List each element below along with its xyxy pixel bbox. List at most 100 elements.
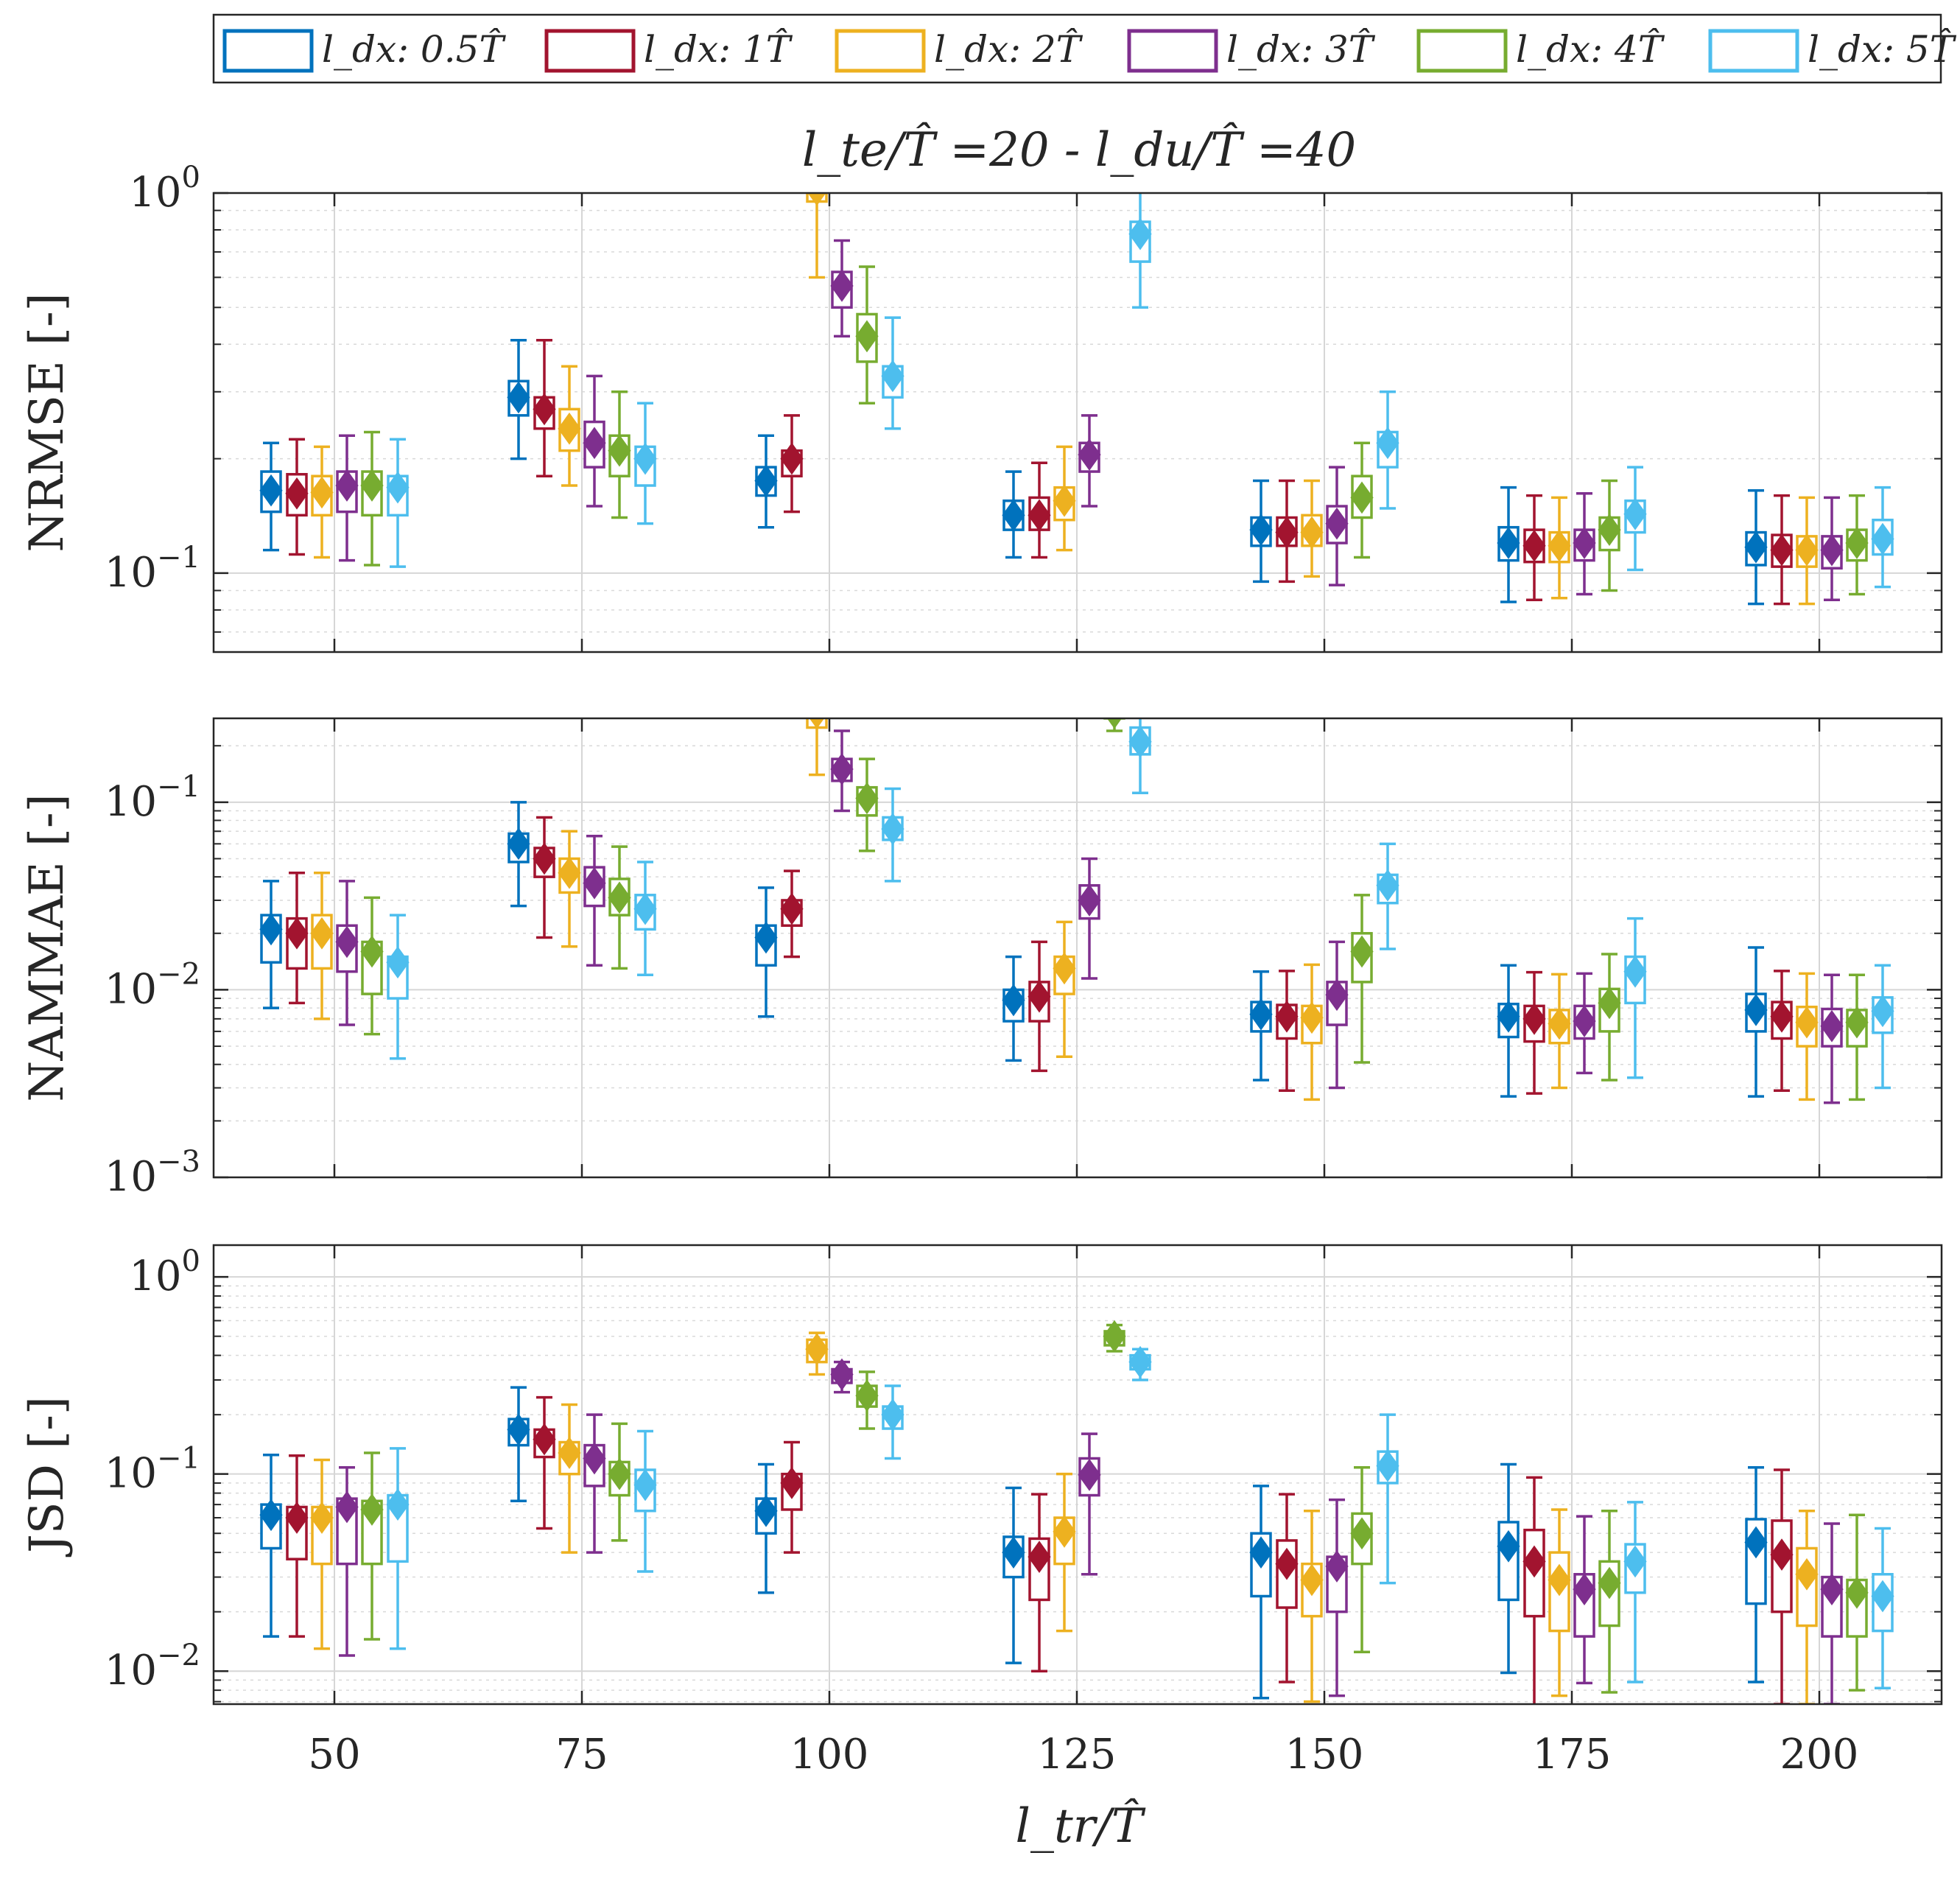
box-0-3 — [1002, 955, 1025, 1062]
box-0-5 — [1497, 964, 1520, 1098]
box-4-4 — [1350, 441, 1374, 559]
box-4-6 — [1845, 973, 1869, 1101]
box-5-4 — [1376, 842, 1399, 950]
median-marker — [1770, 533, 1794, 567]
median-marker — [558, 412, 581, 445]
box-3-0 — [335, 1465, 359, 1657]
median-marker — [285, 477, 309, 510]
median-marker — [1871, 1580, 1894, 1613]
box-5-3 — [1128, 1345, 1152, 1381]
y-axis-label: JSD [-] — [20, 1396, 74, 1558]
box-2-5 — [1548, 973, 1571, 1090]
box-0-4 — [1249, 1485, 1273, 1700]
median-marker — [1300, 1001, 1324, 1034]
median-marker — [1350, 935, 1374, 968]
median-marker — [335, 1490, 359, 1524]
median-marker — [533, 1423, 556, 1456]
box-2-1 — [558, 830, 581, 948]
box-5-0 — [386, 914, 410, 1060]
median-marker — [259, 474, 283, 507]
box-4-5 — [1598, 479, 1621, 592]
median-marker — [830, 1358, 854, 1391]
legend-swatch-0 — [222, 29, 314, 73]
median-marker — [1103, 1320, 1126, 1353]
box-5-1 — [633, 402, 657, 525]
box-5-6 — [1871, 964, 1894, 1090]
median-marker — [805, 1333, 829, 1366]
median-marker — [1106, 718, 1123, 729]
median-marker — [1598, 514, 1621, 546]
median-marker — [1770, 1538, 1794, 1571]
y-axis-label: NRMSE [-] — [20, 292, 74, 552]
median-marker — [881, 813, 905, 846]
median-marker — [1871, 995, 1894, 1028]
box-4-6 — [1845, 1513, 1869, 1692]
x-tick-label: 75 — [555, 1731, 608, 1779]
median-marker — [1078, 884, 1101, 917]
box-4-2 — [855, 265, 879, 404]
median-marker — [1522, 1545, 1546, 1578]
median-marker — [1522, 1002, 1546, 1035]
box-2-0 — [310, 1458, 334, 1650]
median-marker — [360, 1493, 384, 1526]
box-4-1 — [608, 845, 631, 970]
median-marker — [1325, 507, 1349, 540]
box-2-2 — [806, 718, 828, 777]
legend-swatch-1 — [544, 29, 636, 73]
grid — [214, 1245, 1942, 1704]
box-5-1 — [633, 1429, 657, 1573]
legend-label-5: l_dx: 5T̂ — [1808, 27, 1957, 71]
box-2-4 — [1300, 1509, 1324, 1703]
box-1-2 — [780, 414, 804, 514]
box-2-6 — [1795, 972, 1819, 1101]
median-marker — [583, 866, 606, 900]
median-marker — [1028, 980, 1051, 1013]
box-1-6 — [1770, 494, 1794, 606]
jsd-panel: 100 10−1 10−2 JSD [-] 50 75 100 125 150 175 200 — [20, 1244, 1943, 1779]
median-marker — [1744, 530, 1768, 564]
median-marker — [1795, 533, 1819, 567]
box-3-3 — [1078, 1432, 1101, 1576]
box-5-4 — [1376, 390, 1399, 510]
box-4-6 — [1845, 494, 1869, 596]
y-tick-label: 10−1 — [105, 1442, 200, 1498]
box-0-6 — [1744, 946, 1768, 1098]
box-3-4 — [1325, 466, 1349, 586]
box-3-4 — [1325, 1498, 1349, 1697]
box-2-0 — [310, 445, 334, 559]
box-2-5 — [1548, 1508, 1571, 1697]
median-marker — [1871, 522, 1894, 556]
axes-frame — [212, 192, 1943, 654]
x-axis-label: l_tr/T̂ — [1015, 1798, 1145, 1854]
box-3-0 — [335, 880, 359, 1026]
box-4-5 — [1598, 953, 1621, 1082]
y-tick-label: 10−1 — [105, 770, 200, 826]
median-marker — [608, 434, 631, 467]
box-5-5 — [1623, 1501, 1647, 1683]
median-marker — [807, 193, 826, 206]
legend-label-1: l_dx: 1T̂ — [644, 27, 793, 71]
median-marker — [1623, 497, 1647, 530]
box-1-0 — [285, 872, 309, 1005]
box-0-6 — [1744, 1465, 1768, 1683]
median-marker — [1795, 1558, 1819, 1591]
box-3-5 — [1573, 1515, 1596, 1685]
median-marker — [881, 360, 905, 393]
box-0-1 — [507, 339, 530, 460]
box-3-6 — [1820, 973, 1844, 1104]
median-marker — [533, 842, 556, 875]
box-4-1 — [608, 390, 631, 519]
median-marker — [507, 381, 530, 414]
box-0-5 — [1497, 486, 1520, 603]
median-marker — [830, 753, 854, 785]
y-tick-label: 100 — [129, 161, 200, 217]
grid — [214, 192, 1942, 652]
median-marker — [386, 946, 410, 979]
box-0-4 — [1249, 970, 1273, 1082]
median-marker — [310, 1502, 334, 1534]
box-2-6 — [1795, 1509, 1819, 1704]
y-tick-label: 10−2 — [105, 1639, 200, 1695]
box-1-6 — [1770, 1468, 1794, 1704]
box-3-1 — [583, 835, 606, 967]
